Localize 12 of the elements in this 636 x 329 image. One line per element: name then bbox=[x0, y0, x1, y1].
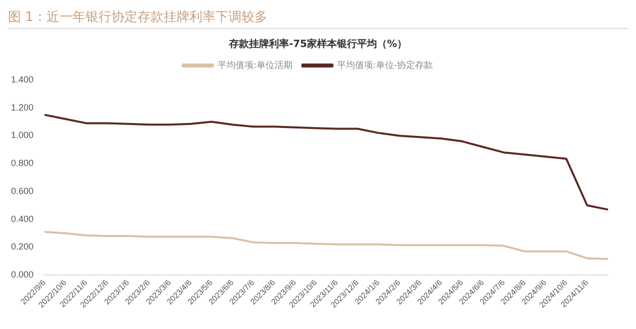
chart-title: 图 1：近一年银行协定存款挂牌利率下调较多 bbox=[8, 8, 628, 29]
legend-label: 平均值项:单位-协定存款 bbox=[336, 60, 434, 71]
y-tick-label: 1.000 bbox=[10, 130, 34, 140]
y-tick-label: 0.600 bbox=[10, 186, 34, 196]
legend-label: 平均值项:单位活期 bbox=[217, 60, 292, 71]
y-tick-label: 1.400 bbox=[10, 74, 34, 84]
y-tick-label: 0.800 bbox=[10, 158, 34, 168]
y-tick-label: 0.400 bbox=[10, 214, 34, 224]
y-tick-label: 0.200 bbox=[10, 242, 34, 252]
y-tick-label: 0.000 bbox=[10, 270, 34, 280]
chart-subtitle: 存款挂牌利率-75家样本银行平均（%） bbox=[228, 37, 408, 51]
y-tick-label: 1.200 bbox=[10, 102, 34, 112]
